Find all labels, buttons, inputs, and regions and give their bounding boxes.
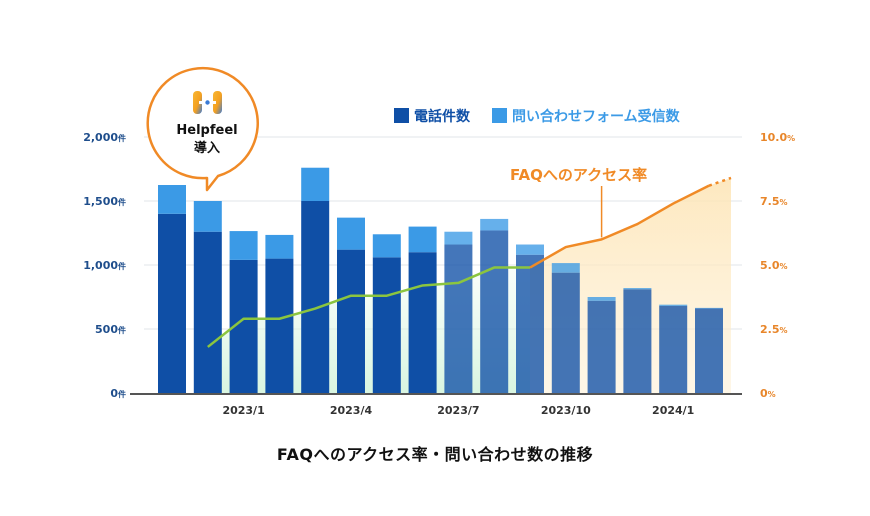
x-tick-label: 2023/10	[541, 404, 591, 417]
bar-form	[337, 217, 365, 250]
legend-swatch-phone	[394, 108, 409, 123]
legend: 電話件数 問い合わせフォーム受信数	[394, 108, 681, 125]
bar-form	[480, 218, 509, 231]
bar-phone	[193, 231, 222, 393]
bar-phone	[587, 300, 616, 393]
bar-phone	[444, 244, 473, 393]
bar-phone	[480, 230, 509, 393]
legend-label-phone: 電話件数	[414, 108, 471, 125]
bar-phone	[158, 213, 186, 393]
bar-phone	[516, 254, 544, 393]
legend-swatch-form	[492, 108, 507, 123]
right-tick-label: 0%	[760, 387, 776, 400]
bar-form	[695, 307, 723, 309]
bar-phone	[551, 272, 580, 393]
bar-phone	[695, 308, 723, 393]
bar-form	[516, 244, 544, 255]
x-tick-label: 2023/7	[437, 404, 479, 417]
right-tick-label: 7.5%	[760, 195, 788, 208]
callout-brand: Helpfeel	[176, 123, 237, 138]
helpfeel-callout: Helpfeel 導入	[146, 66, 259, 192]
right-tick-label: 10.0%	[760, 131, 795, 144]
bar-phone	[372, 257, 401, 393]
faq-rate-label: FAQへのアクセス率	[510, 166, 647, 184]
left-tick-label: 2,000件	[83, 131, 126, 144]
bar-form	[301, 167, 330, 201]
x-tick-label: 2023/4	[330, 404, 373, 417]
x-axis-ticks: 2023/1 2023/4 2023/7 2023/10 2024/1	[222, 404, 694, 417]
bar-form	[659, 304, 688, 306]
faq-rate-line-green	[207, 266, 530, 348]
right-axis-ticks: 0% 2.5% 5.0% 7.5% 10.0%	[760, 131, 795, 400]
x-tick-label: 2023/1	[222, 404, 264, 417]
bar-form	[408, 226, 437, 253]
chart-caption: FAQへのアクセス率・問い合わせ数の推移	[276, 445, 594, 464]
bar-form	[229, 231, 258, 260]
bar-phone	[337, 249, 365, 393]
bar-form	[158, 185, 186, 214]
faq-rate-lines	[207, 176, 732, 348]
bar-phone	[623, 289, 652, 393]
bar-phone	[408, 252, 437, 393]
bar-form	[587, 297, 616, 301]
bar-series	[158, 167, 723, 393]
left-tick-label: 500件	[95, 323, 126, 336]
x-tick-label: 2024/1	[652, 404, 694, 417]
bar-form	[265, 234, 294, 259]
left-tick-label: 1,000件	[83, 259, 126, 272]
bar-form	[372, 234, 401, 258]
helpfeel-logo-icon	[193, 91, 222, 114]
left-tick-label: 0件	[110, 387, 126, 400]
right-tick-label: 2.5%	[760, 323, 788, 336]
bar-form	[623, 288, 652, 290]
bar-phone	[659, 305, 688, 393]
right-tick-label: 5.0%	[760, 259, 788, 272]
callout-text: 導入	[194, 140, 220, 156]
chart-svg: 0件 500件 1,000件 1,500件 2,000件 0% 2.5% 5.0% 7.5% 1…	[83, 66, 795, 417]
bar-phone	[301, 201, 330, 393]
bar-form	[444, 231, 473, 245]
bar-form	[551, 263, 580, 273]
bar-form	[193, 201, 222, 232]
left-tick-label: 1,500件	[83, 195, 126, 208]
faq-rate-line-orange	[529, 184, 710, 269]
left-axis-ticks: 0件 500件 1,000件 1,500件 2,000件	[83, 131, 126, 400]
faq-rate-annotation: FAQへのアクセス率	[510, 166, 647, 238]
bar-phone	[265, 258, 294, 393]
legend-label-form: 問い合わせフォーム受信数	[512, 108, 681, 125]
callout-bubble	[146, 66, 259, 192]
